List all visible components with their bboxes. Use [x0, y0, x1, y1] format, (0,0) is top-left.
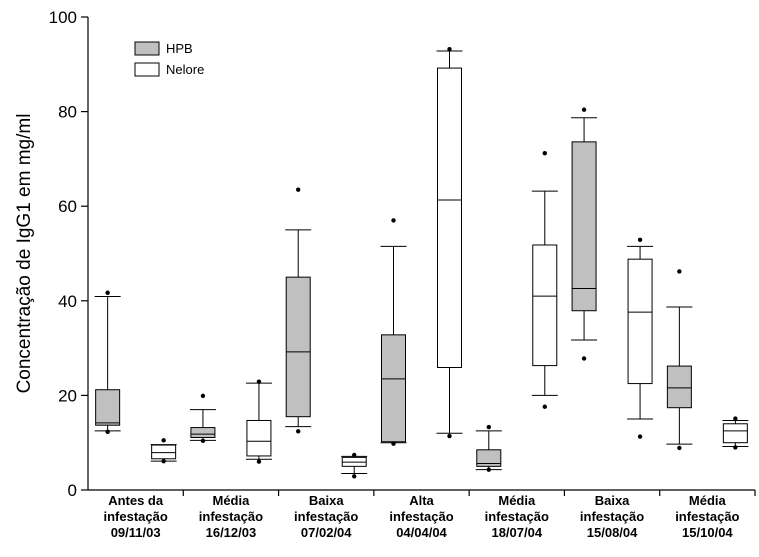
box-hpb-5 — [475, 424, 502, 472]
category-label-line: Alta — [409, 493, 434, 508]
box-nelore-3 — [341, 452, 368, 479]
boxes — [94, 46, 749, 479]
category-label-4: Alta infestação 04/04/04 — [389, 493, 453, 540]
box-nelore-5 — [531, 151, 558, 409]
y-tick-label: 60 — [58, 197, 77, 216]
box-hpb-1 — [94, 290, 121, 435]
outlier-point — [296, 187, 301, 192]
box — [722, 423, 748, 444]
box — [532, 244, 558, 367]
category-label-line: infestação — [294, 509, 358, 524]
outlier-point — [352, 474, 357, 479]
outlier-point — [200, 438, 206, 444]
category-label-line: 15/08/04 — [587, 525, 638, 540]
outlier-point — [105, 290, 110, 295]
box — [381, 334, 406, 443]
box — [246, 419, 272, 457]
category-label-line: Média — [498, 493, 536, 508]
category-label-line: infestação — [199, 509, 263, 524]
box — [476, 449, 502, 467]
legend-label-hpb: HPB — [166, 41, 193, 56]
legend-label-nelore: Nelore — [166, 62, 204, 77]
category-label-line: infestação — [103, 509, 167, 524]
outlier-point — [391, 441, 396, 446]
category-label-3: Baixa infestação 07/02/04 — [294, 493, 358, 540]
box-hpb-3 — [285, 187, 312, 434]
outlier-point — [447, 46, 452, 52]
outlier-point — [161, 438, 166, 443]
category-label-line: Baixa — [595, 493, 630, 508]
outlier-point — [200, 393, 206, 399]
outlier-point — [677, 445, 682, 451]
outlier-point — [296, 429, 301, 434]
outlier-point — [447, 433, 452, 439]
box — [627, 258, 653, 385]
outlier-point — [581, 107, 587, 112]
y-tick-label: 100 — [49, 8, 77, 27]
outlier-point — [542, 151, 547, 156]
category-label-line: Antes da — [108, 493, 164, 508]
box — [190, 427, 216, 438]
box-nelore-1 — [150, 438, 177, 464]
y-tick-label: 0 — [68, 481, 77, 500]
box — [285, 276, 311, 418]
box — [571, 141, 597, 312]
category-label-line: infestação — [389, 509, 453, 524]
legend: HPB Nelore — [134, 41, 204, 77]
y-tick-label: 80 — [58, 103, 77, 122]
category-label-line: infestação — [675, 509, 739, 524]
box-nelore-2 — [245, 379, 272, 464]
outlier-point — [637, 434, 643, 439]
outlier-point — [581, 356, 587, 361]
category-label-1: Antes da infestação 09/11/03 — [103, 493, 167, 540]
category-label-7: Média infestação 15/10/04 — [675, 493, 739, 540]
outlier-point — [542, 404, 547, 409]
category-label-line: 16/12/03 — [206, 525, 257, 540]
category-label-line: Média — [213, 493, 251, 508]
outlier-point — [352, 452, 357, 458]
category-label-line: 07/02/04 — [301, 525, 352, 540]
y-axis-label: Concentração de IgG1 em mg/ml — [14, 114, 35, 394]
category-label-line: 04/04/04 — [396, 525, 447, 540]
box-nelore-6 — [627, 237, 654, 439]
box — [95, 389, 121, 426]
category-label-line: 09/11/03 — [111, 525, 161, 540]
box — [151, 444, 177, 460]
outlier-point — [677, 269, 682, 274]
legend-swatch-hpb — [134, 41, 160, 56]
category-label-2: Média infestação 16/12/03 — [199, 493, 263, 540]
box-nelore-4 — [436, 46, 463, 439]
y-tick-label: 20 — [58, 386, 77, 405]
outlier-point — [637, 237, 643, 242]
y-tick-label: 40 — [58, 292, 77, 311]
outlier-point — [391, 218, 396, 223]
axes: 0 20 40 60 80 100 — [49, 8, 756, 500]
category-label-line: 15/10/04 — [682, 525, 733, 540]
outlier-point — [486, 467, 491, 472]
outlier-point — [256, 459, 262, 464]
outlier-point — [256, 379, 262, 384]
box — [666, 365, 692, 409]
outlier-point — [733, 416, 738, 421]
box-hpb-4 — [380, 218, 407, 446]
category-label-line: infestação — [580, 509, 644, 524]
category-label-6: Baixa infestação 15/08/04 — [580, 493, 644, 540]
category-label-line: Baixa — [309, 493, 344, 508]
category-label-line: Média — [689, 493, 727, 508]
box-hpb-7 — [666, 269, 693, 451]
category-label-line: infestação — [485, 509, 549, 524]
legend-swatch-nelore — [134, 62, 160, 77]
box-hpb-6 — [571, 107, 598, 361]
box — [437, 67, 462, 368]
outlier-point — [733, 445, 738, 450]
outlier-point — [105, 429, 110, 435]
outlier-point — [486, 424, 491, 430]
box-nelore-7 — [722, 416, 749, 450]
outlier-point — [161, 458, 166, 464]
category-label-5: Média infestação 18/07/04 — [485, 493, 549, 540]
box-hpb-2 — [189, 393, 216, 444]
category-label-line: 18/07/04 — [491, 525, 542, 540]
